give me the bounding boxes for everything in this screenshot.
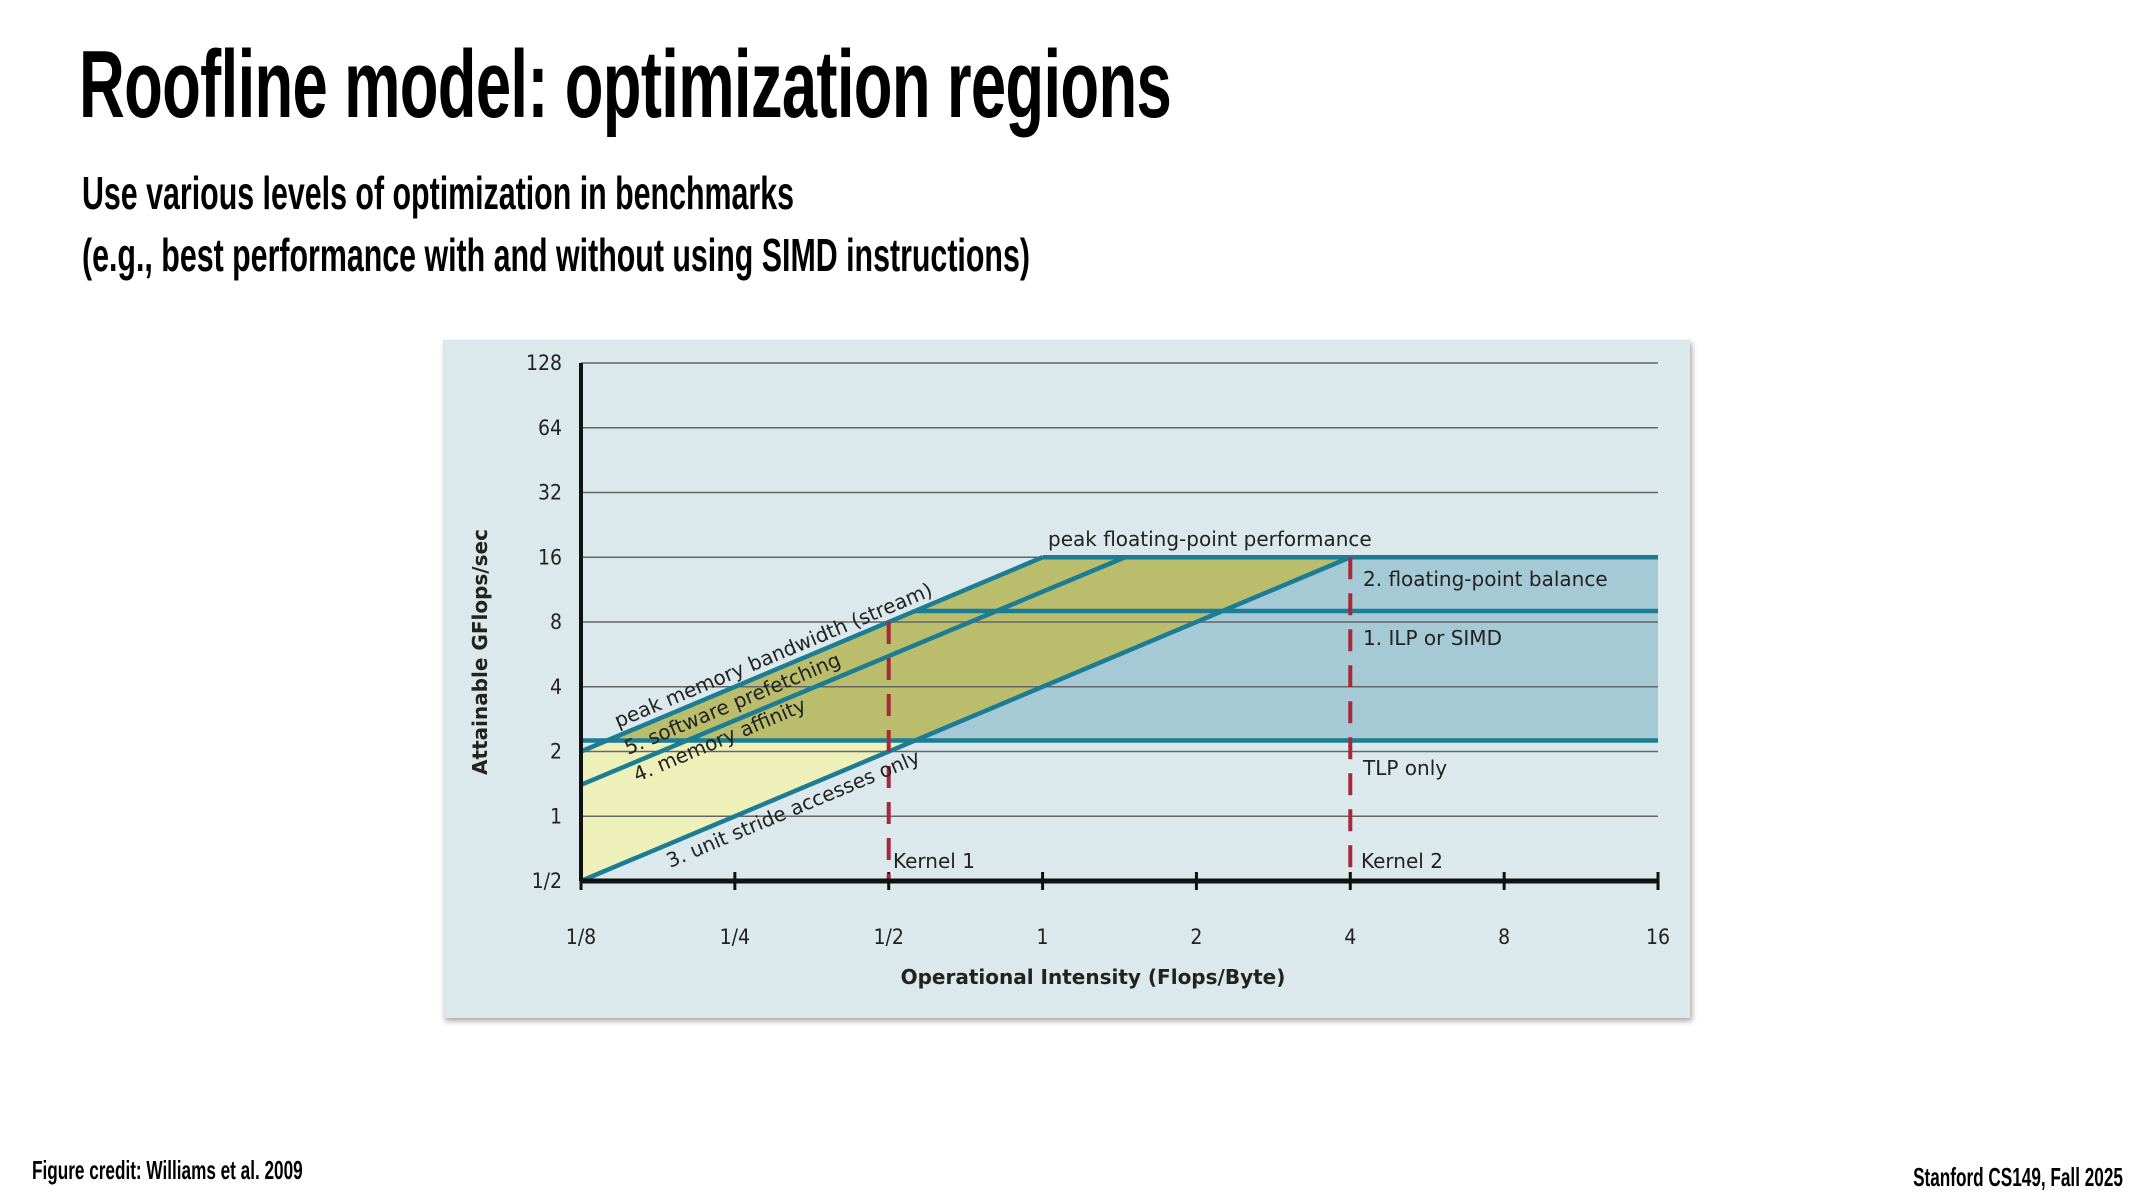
course-footer: Stanford CS149, Fall 2025 bbox=[1805, 1162, 2133, 1193]
x-tick-label: 1 bbox=[1037, 925, 1049, 949]
x-tick-label: 2 bbox=[1190, 925, 1202, 949]
label-peak-fp: peak floating-point performance bbox=[1048, 527, 1372, 551]
y-axis-label: Attainable GFlops/sec bbox=[468, 529, 492, 775]
label-kernel-2: Kernel 2 bbox=[1361, 849, 1443, 873]
x-tick-label: 4 bbox=[1344, 925, 1356, 949]
y-tick-label: 128 bbox=[526, 351, 562, 375]
y-tick-label: 8 bbox=[550, 610, 562, 634]
y-tick-label: 1 bbox=[550, 804, 562, 828]
label-ilp-simd: 1. ILP or SIMD bbox=[1363, 626, 1502, 650]
x-tick-label: 1/8 bbox=[566, 925, 596, 949]
y-tick-label: 4 bbox=[550, 675, 562, 699]
label-tlp-only: TLP only bbox=[1362, 756, 1447, 780]
y-tick-label: 1/2 bbox=[532, 869, 562, 893]
slide-title: Roofline model: optimization regions bbox=[79, 31, 1172, 138]
y-tick-label: 16 bbox=[538, 545, 562, 569]
x-tick-label: 16 bbox=[1646, 925, 1670, 949]
label-kernel-1: Kernel 1 bbox=[893, 849, 975, 873]
x-tick-label: 8 bbox=[1498, 925, 1510, 949]
y-tick-label: 32 bbox=[538, 481, 562, 505]
course-footer-text: Stanford CS149, Fall 2025 bbox=[1913, 1162, 2123, 1192]
x-axis-label: Operational Intensity (Flops/Byte) bbox=[901, 965, 1286, 989]
y-tick-label: 2 bbox=[550, 740, 562, 764]
x-tick-label: 1/2 bbox=[874, 925, 904, 949]
region-blue bbox=[914, 557, 1658, 741]
subtitle-line-2: (e.g., best performance with and without… bbox=[82, 229, 1030, 281]
figure-credit: Figure credit: Williams et al. 2009 bbox=[32, 1155, 303, 1185]
x-tick-label: 1/4 bbox=[720, 925, 750, 949]
subtitle-line-1: Use various levels of optimization in be… bbox=[82, 167, 794, 219]
roof-line-0 bbox=[580, 555, 1044, 754]
roof-line-1 bbox=[580, 555, 1126, 787]
label-fp-balance: 2. floating-point balance bbox=[1363, 567, 1608, 591]
y-tick-label: 64 bbox=[538, 416, 562, 440]
